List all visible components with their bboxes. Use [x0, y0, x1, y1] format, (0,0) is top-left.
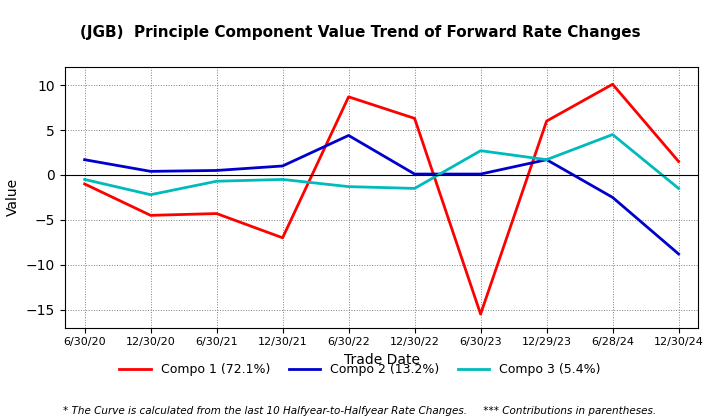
Compo 3 (5.4%) — [146, 192, 155, 197]
Compo 1 (72.1%) — [212, 211, 221, 216]
Compo 2 (13.2%) — [279, 163, 287, 168]
Compo 2 (13.2%) — [146, 169, 155, 174]
Y-axis label: Value: Value — [6, 178, 20, 216]
Text: * The Curve is calculated from the last 10 Halfyear-to-Halfyear Rate Changes.   : * The Curve is calculated from the last … — [63, 406, 657, 416]
Compo 1 (72.1%) — [608, 82, 617, 87]
Line: Compo 1 (72.1%): Compo 1 (72.1%) — [85, 84, 679, 314]
Compo 1 (72.1%) — [675, 159, 683, 164]
Compo 3 (5.4%) — [410, 186, 419, 191]
Compo 2 (13.2%) — [344, 133, 353, 138]
X-axis label: Trade Date: Trade Date — [343, 353, 420, 367]
Compo 2 (13.2%) — [608, 195, 617, 200]
Compo 3 (5.4%) — [80, 177, 89, 182]
Compo 1 (72.1%) — [80, 181, 89, 186]
Compo 3 (5.4%) — [477, 148, 485, 153]
Text: (JGB)  Principle Component Value Trend of Forward Rate Changes: (JGB) Principle Component Value Trend of… — [80, 25, 640, 40]
Compo 3 (5.4%) — [608, 132, 617, 137]
Compo 1 (72.1%) — [410, 116, 419, 121]
Legend: Compo 1 (72.1%), Compo 2 (13.2%), Compo 3 (5.4%): Compo 1 (72.1%), Compo 2 (13.2%), Compo … — [120, 363, 600, 376]
Compo 1 (72.1%) — [477, 312, 485, 317]
Compo 2 (13.2%) — [80, 157, 89, 162]
Line: Compo 3 (5.4%): Compo 3 (5.4%) — [85, 134, 679, 195]
Compo 2 (13.2%) — [477, 171, 485, 176]
Compo 3 (5.4%) — [344, 184, 353, 189]
Line: Compo 2 (13.2%): Compo 2 (13.2%) — [85, 135, 679, 254]
Compo 1 (72.1%) — [279, 235, 287, 240]
Compo 2 (13.2%) — [212, 168, 221, 173]
Compo 1 (72.1%) — [542, 118, 551, 123]
Compo 1 (72.1%) — [344, 94, 353, 100]
Compo 2 (13.2%) — [410, 171, 419, 176]
Compo 2 (13.2%) — [542, 157, 551, 162]
Compo 1 (72.1%) — [146, 213, 155, 218]
Compo 2 (13.2%) — [675, 252, 683, 257]
Compo 3 (5.4%) — [542, 157, 551, 162]
Compo 3 (5.4%) — [675, 186, 683, 191]
Compo 3 (5.4%) — [279, 177, 287, 182]
Compo 3 (5.4%) — [212, 179, 221, 184]
